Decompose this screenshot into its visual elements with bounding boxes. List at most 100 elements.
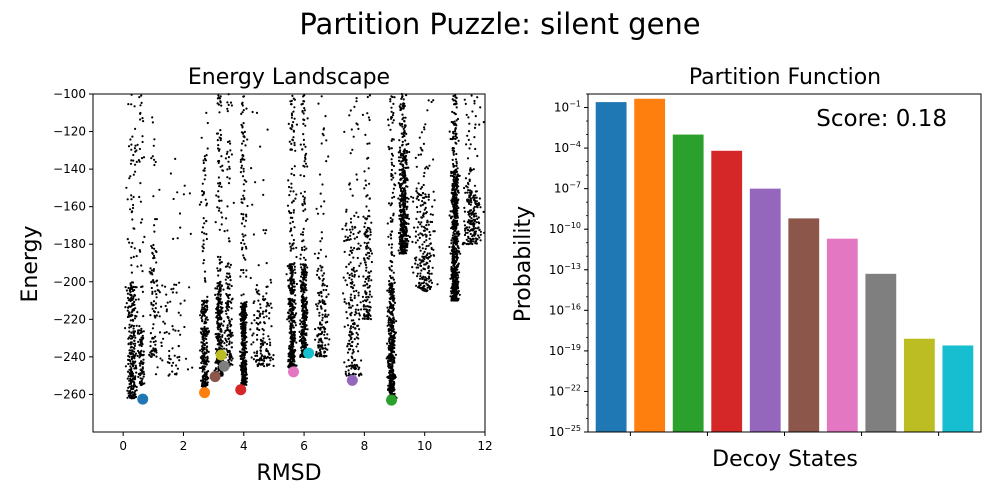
decoy-point: [414, 262, 417, 265]
decoy-point: [134, 298, 137, 301]
decoy-point: [356, 333, 359, 336]
decoy-point: [245, 347, 248, 350]
decoy-point: [229, 275, 232, 279]
decoy-point: [293, 285, 296, 288]
decoy-point: [358, 318, 361, 321]
decoy-point: [294, 271, 297, 274]
decoy-point: [352, 348, 355, 351]
decoy-point: [390, 367, 393, 370]
decoy-point: [226, 101, 229, 104]
decoy-point: [390, 282, 393, 285]
decoy-point: [319, 240, 322, 243]
decoy-point: [262, 337, 265, 340]
decoy-point: [305, 332, 308, 335]
decoy-point: [287, 312, 290, 315]
decoy-point: [240, 302, 243, 305]
decoy-point: [393, 361, 396, 364]
decoy-point: [139, 372, 142, 375]
decoy-point: [290, 114, 294, 117]
decoy-point: [387, 366, 391, 369]
decoy-point: [290, 278, 293, 281]
decoy-point: [226, 334, 229, 337]
decoy-point: [259, 342, 262, 345]
decoy-point: [225, 340, 228, 343]
decoy-point: [245, 107, 248, 110]
decoy-point: [215, 335, 218, 339]
decoy-point: [367, 209, 371, 212]
decoy-point: [365, 266, 368, 269]
decoy-point: [173, 283, 176, 286]
decoy-point: [163, 322, 166, 325]
decoy-point: [389, 286, 392, 289]
decoy-point: [317, 252, 320, 255]
decoy-point: [223, 230, 226, 233]
decoy-point: [205, 304, 209, 307]
decoy-point: [323, 327, 326, 330]
decoy-point: [255, 359, 258, 362]
decoy-point: [406, 245, 409, 249]
decoy-point: [398, 202, 401, 205]
decoy-point: [241, 339, 244, 342]
decoy-point: [370, 260, 373, 264]
decoy-point: [348, 331, 351, 334]
decoy-point: [290, 99, 293, 102]
decoy-point: [389, 301, 392, 305]
decoy-point: [355, 236, 359, 239]
decoy-point: [357, 291, 360, 294]
decoy-point: [351, 148, 354, 151]
decoy-point: [400, 154, 403, 157]
decoy-point: [126, 292, 129, 295]
decoy-point: [135, 367, 138, 370]
decoy-point: [422, 276, 425, 279]
decoy-point: [303, 337, 306, 340]
decoy-point: [172, 197, 175, 201]
decoy-point: [293, 306, 297, 309]
decoy-point: [228, 240, 231, 243]
decoy-point: [290, 103, 293, 106]
decoy-point: [367, 227, 370, 230]
decoy-point: [268, 363, 271, 366]
decoy-point: [351, 352, 354, 355]
decoy-point: [153, 224, 156, 227]
decoy-point: [352, 256, 355, 259]
decoy-point: [344, 224, 347, 227]
decoy-point: [348, 228, 351, 231]
decoy-point: [241, 333, 244, 336]
decoy-point: [352, 359, 355, 362]
decoy-point: [151, 251, 154, 254]
decoy-point: [414, 235, 417, 238]
decoy-point: [427, 193, 430, 196]
decoy-point: [203, 277, 206, 280]
decoy-point: [205, 301, 208, 304]
decoy-point: [241, 311, 244, 314]
decoy-point: [420, 287, 423, 290]
decoy-point: [257, 323, 260, 326]
decoy-point: [292, 209, 295, 212]
decoy-point: [399, 156, 402, 159]
decoy-point: [421, 260, 424, 263]
decoy-point: [126, 377, 129, 380]
decoy-point: [150, 355, 153, 358]
decoy-point: [156, 284, 159, 287]
decoy-point: [387, 362, 390, 365]
decoy-point: [324, 302, 327, 306]
decoy-point: [288, 211, 291, 214]
decoy-point: [322, 272, 326, 275]
decoy-point: [423, 126, 426, 129]
decoy-point: [353, 247, 356, 250]
decoy-point: [137, 340, 140, 343]
decoy-point: [319, 350, 322, 354]
decoy-point: [135, 149, 138, 152]
decoy-point: [302, 239, 305, 242]
decoy-point: [317, 344, 320, 347]
decoy-point: [292, 354, 295, 357]
decoy-point: [242, 254, 245, 257]
decoy-point: [243, 365, 246, 368]
decoy-point: [320, 205, 323, 208]
decoy-point: [243, 302, 246, 305]
decoy-point: [240, 308, 243, 311]
decoy-point: [220, 155, 223, 158]
decoy-point: [403, 102, 406, 105]
decoy-point: [202, 262, 205, 265]
decoy-point: [172, 328, 175, 331]
